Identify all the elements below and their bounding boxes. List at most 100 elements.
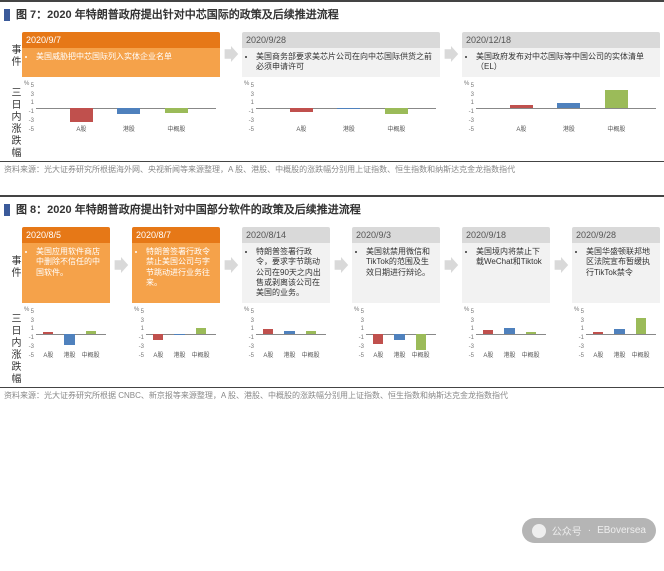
figure-title: 图 7：2020 年特朗普政府提出针对中芯国际的政策及后续推进流程 (0, 0, 664, 26)
bar-category-label: A股 (258, 350, 278, 359)
bar (117, 108, 140, 114)
mini-chart: %531-1-3-5A股港股中概股 (22, 309, 110, 373)
arrow-icon (223, 256, 239, 274)
event-text: 美国应用软件商店中删除不信任的中国软件。 (22, 243, 110, 303)
bar (43, 332, 53, 334)
event-date: 2020/8/14 (242, 227, 330, 243)
flow-arrow (112, 227, 130, 303)
mini-chart: %531-1-3-5A股港股中概股 (242, 83, 440, 147)
bar-group: 中概股 (196, 309, 206, 359)
bar-group: 港股 (504, 309, 514, 359)
bar-category-label: 中概股 (521, 350, 541, 359)
bar-category-label: A股 (279, 124, 325, 133)
figure-body: 事件2020/9/7美国威胁把中芯国际列入实体企业名单2020/9/28美国商务… (0, 26, 664, 161)
event-date: 2020/9/28 (572, 227, 660, 243)
bar (416, 334, 426, 350)
figure-body: 事件2020/8/5美国应用软件商店中删除不信任的中国软件。2020/8/7特朗… (0, 221, 664, 387)
bar (165, 108, 188, 113)
mini-chart: %531-1-3-5A股港股中概股 (22, 83, 220, 147)
event-card: 2020/12/18美国政府发布对中芯国际等中国公司的实体清单（EL） (462, 32, 660, 77)
bar-group: 中概股 (86, 309, 96, 359)
bar (636, 318, 646, 334)
event-card: 2020/8/5美国应用软件商店中删除不信任的中国软件。 (22, 227, 110, 303)
event-date: 2020/9/3 (352, 227, 440, 243)
bar-group: 港股 (284, 309, 294, 359)
bar-category-label: 港股 (279, 350, 299, 359)
bar-category-label: 港股 (546, 124, 592, 133)
bar (306, 331, 316, 334)
bar (263, 329, 273, 334)
bar-category-label: 港股 (499, 350, 519, 359)
bar-category-label: A股 (499, 124, 545, 133)
bar-category-label: 港股 (106, 124, 152, 133)
bar (290, 108, 313, 112)
event-card: 2020/9/28美国商务部要求美芯片公司在向中芯国际供货之前必须申请许可 (242, 32, 440, 77)
event-card: 2020/9/3美国就禁用微信和TikTok的范围及生效日期进行辩论。 (352, 227, 440, 303)
watermark-badge: 公众号 · EBoversea (522, 518, 656, 543)
mini-chart: %531-1-3-5A股港股中概股 (462, 309, 550, 373)
bar-group: A股 (290, 83, 313, 133)
bar-category-label: 中概股 (411, 350, 431, 359)
bar-group: 中概股 (636, 309, 646, 359)
chart-bars: A股港股中概股 (132, 309, 220, 373)
bar-category-label: 中概股 (374, 124, 420, 133)
mini-chart: %531-1-3-5A股港股中概股 (242, 309, 330, 373)
event-card: 2020/9/18美国境内将禁止下载WeChat和Tiktok (462, 227, 550, 303)
watermark-label: 公众号 (552, 523, 582, 538)
bar-group: A股 (483, 309, 493, 359)
event-card: 2020/9/7美国威胁把中芯国际列入实体企业名单 (22, 32, 220, 77)
title-accent (4, 9, 10, 21)
bar (86, 331, 96, 334)
event-text: 美国商务部要求美芯片公司在向中芯国际供货之前必须申请许可 (242, 48, 440, 77)
mini-chart: %531-1-3-5A股港股中概股 (572, 309, 660, 373)
figure: 图 7：2020 年特朗普政府提出针对中芯国际的政策及后续推进流程事件2020/… (0, 0, 664, 175)
wechat-icon (532, 524, 546, 538)
figure: 图 8：2020 年特朗普政府提出针对中国部分软件的政策及后续推进流程事件202… (0, 195, 664, 401)
bar-group: 中概股 (306, 309, 316, 359)
event-card: 2020/8/7特朗普签署行政令禁止美国公司与字节跳动进行业务往来。 (132, 227, 220, 303)
bar-category-label: 港股 (169, 350, 189, 359)
bar (385, 108, 408, 114)
event-date: 2020/8/7 (132, 227, 220, 243)
bar-group: 中概股 (526, 309, 536, 359)
bar-group: A股 (70, 83, 93, 133)
arrow-icon (443, 256, 459, 274)
event-text: 特朗普签署行政令，要求字节跳动公司在90天之内出售或剥离该公司在美国的业务。 (242, 243, 330, 303)
mini-chart: %531-1-3-5A股港股中概股 (132, 309, 220, 373)
bar (526, 332, 536, 334)
event-card: 2020/9/28美国华盛顿联邦地区法院宣布暂缓执行TikTok禁令 (572, 227, 660, 303)
title-accent (4, 204, 10, 216)
bar-group: A股 (43, 309, 53, 359)
event-date: 2020/9/7 (22, 32, 220, 48)
event-text: 美国华盛顿联邦地区法院宣布暂缓执行TikTok禁令 (572, 243, 660, 303)
event-date: 2020/12/18 (462, 32, 660, 48)
chart-bars: A股港股中概股 (22, 309, 110, 373)
flow-arrow (222, 32, 240, 77)
events-container: 2020/8/5美国应用软件商店中删除不信任的中国软件。2020/8/7特朗普签… (22, 227, 660, 303)
event-text: 美国境内将禁止下载WeChat和Tiktok (462, 243, 550, 303)
bar-group: 中概股 (416, 309, 426, 359)
bar-group: 港股 (394, 309, 404, 359)
event-text: 美国就禁用微信和TikTok的范围及生效日期进行辩论。 (352, 243, 440, 303)
figure-title: 图 8：2020 年特朗普政府提出针对中国部分软件的政策及后续推进流程 (0, 195, 664, 221)
bar-group: 港股 (117, 83, 140, 133)
bar-group: 港股 (64, 309, 74, 359)
arrow-icon (333, 256, 349, 274)
arrow-icon (223, 45, 239, 63)
bar (605, 90, 628, 108)
bar-group: A股 (510, 83, 533, 133)
watermark-name: EBoversea (597, 525, 646, 536)
flow-arrow (222, 227, 240, 303)
event-date: 2020/9/28 (242, 32, 440, 48)
bar-category-label: 港股 (59, 350, 79, 359)
bar (174, 334, 184, 336)
charts-row: 三日内涨跌幅%531-1-3-5A股港股中概股%531-1-3-5A股港股中概股… (4, 83, 660, 159)
bar-group: A股 (373, 309, 383, 359)
bar-group: A股 (263, 309, 273, 359)
bar (70, 108, 93, 122)
watermark-sep: · (588, 525, 591, 536)
chart-bars: A股港股中概股 (242, 83, 440, 147)
chart-bars: A股港股中概股 (242, 309, 330, 373)
bar-category-label: A股 (38, 350, 58, 359)
flow-arrow (552, 227, 570, 303)
